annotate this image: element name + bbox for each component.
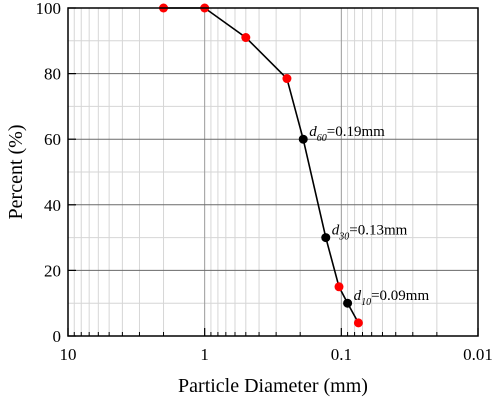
annotation-label: d30=0.13mm xyxy=(332,223,408,243)
data-point xyxy=(334,282,344,292)
y-tick-label: 0 xyxy=(53,327,62,346)
x-tick-label: 10 xyxy=(60,345,77,364)
x-tick-label: 1 xyxy=(200,345,209,364)
data-point xyxy=(353,318,363,328)
axis-ticks: 10 1 0.1 0.01 0 20 40 60 80 100 xyxy=(36,0,493,364)
y-tick-label: 20 xyxy=(44,261,61,280)
y-axis-title: Percent (%) xyxy=(5,125,27,220)
data-point xyxy=(282,74,292,84)
annotation-label: d10=0.09mm xyxy=(354,288,430,308)
x-tick-label: 0.1 xyxy=(331,345,352,364)
annotation-symbol: d xyxy=(309,124,317,140)
annotation-value: =0.13mm xyxy=(349,223,407,239)
x-tick-label: 0.01 xyxy=(463,345,493,364)
plot-frame xyxy=(67,7,479,337)
annotation-symbol: d xyxy=(354,288,362,304)
x-axis-title: Particle Diameter (mm) xyxy=(178,375,368,397)
data-point xyxy=(321,233,331,243)
annotation-subscript: 60 xyxy=(317,133,327,144)
grid xyxy=(67,7,479,337)
data-point xyxy=(343,298,353,308)
annotation-subscript: 30 xyxy=(338,232,349,243)
y-tick-label: 40 xyxy=(44,196,61,215)
annotation-subscript: 10 xyxy=(361,297,371,308)
annotation-value: =0.19mm xyxy=(327,124,385,140)
annotation-label: d60=0.19mm xyxy=(309,124,385,144)
annotation-value: =0.09mm xyxy=(371,288,429,304)
y-tick-label: 80 xyxy=(44,65,61,84)
data-point xyxy=(298,134,308,144)
y-tick-label: 100 xyxy=(36,0,62,18)
annotation-symbol: d xyxy=(332,223,340,239)
data-point xyxy=(241,33,251,43)
y-tick-label: 60 xyxy=(44,130,61,149)
